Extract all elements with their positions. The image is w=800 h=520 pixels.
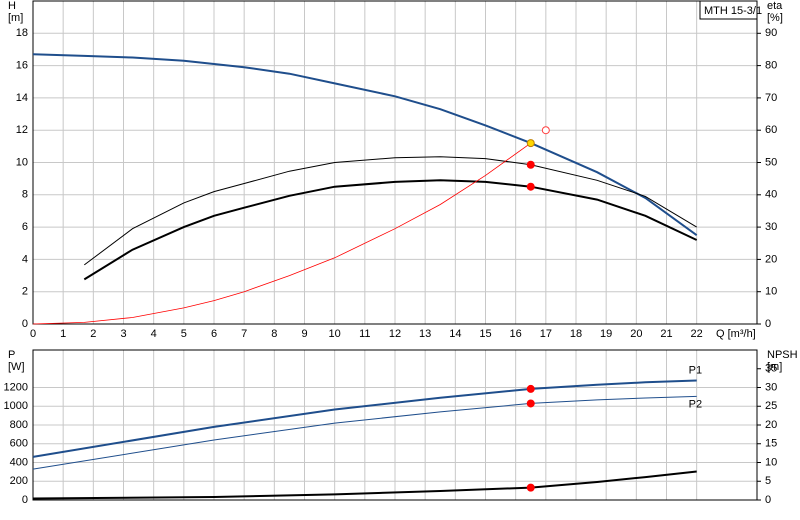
x-tick-label: 5 bbox=[181, 328, 187, 340]
y2-tick-label: 50 bbox=[765, 156, 777, 168]
y-tick-label: 4 bbox=[22, 253, 28, 265]
y-tick-label: 14 bbox=[16, 92, 28, 104]
y2-tick-label: 0 bbox=[765, 494, 771, 506]
marker bbox=[526, 399, 535, 408]
curve bbox=[32, 395, 697, 470]
y2-tick-label: 30 bbox=[765, 221, 777, 233]
x-tick-label: 16 bbox=[510, 328, 522, 340]
y-tick-label: 800 bbox=[10, 419, 28, 431]
y-tick-label: 400 bbox=[10, 456, 28, 468]
y-tick-label: 0 bbox=[22, 318, 28, 330]
legend-box bbox=[699, 0, 758, 20]
plot-frame bbox=[32, 0, 758, 325]
y2-tick-label: 60 bbox=[765, 124, 777, 136]
y-tick-label: 1200 bbox=[4, 381, 28, 393]
y2-axis-label: eta bbox=[767, 0, 783, 12]
x-tick-label: 10 bbox=[329, 328, 341, 340]
marker bbox=[526, 384, 535, 393]
y2-tick-label: 5 bbox=[765, 475, 771, 487]
x-tick-label: 1 bbox=[60, 328, 66, 340]
x-tick-label: 22 bbox=[691, 328, 703, 340]
y-axis-label: [m] bbox=[8, 12, 23, 24]
y2-axis-label: [m] bbox=[767, 361, 782, 373]
x-tick-label: 3 bbox=[120, 328, 126, 340]
x-tick-label: 17 bbox=[540, 328, 552, 340]
y2-tick-label: 25 bbox=[765, 400, 777, 412]
y-tick-label: 10 bbox=[16, 156, 28, 168]
x-tick-label: 12 bbox=[389, 328, 401, 340]
x-tick-label: 14 bbox=[449, 328, 461, 340]
y-tick-label: 0 bbox=[22, 494, 28, 506]
curve bbox=[32, 379, 697, 458]
series-label: P2 bbox=[689, 398, 702, 410]
y2-tick-label: 10 bbox=[765, 456, 777, 468]
y-axis-label: H bbox=[8, 0, 16, 12]
y-tick-label: 1000 bbox=[4, 400, 28, 412]
y-axis-label: P bbox=[8, 349, 15, 361]
y2-tick-label: 0 bbox=[765, 318, 771, 330]
y2-tick-label: 35 bbox=[765, 363, 777, 375]
x-tick-label: 2 bbox=[90, 328, 96, 340]
x-tick-label: 7 bbox=[241, 328, 247, 340]
y2-axis-label: NPSH bbox=[767, 349, 798, 361]
curve bbox=[32, 470, 697, 500]
marker bbox=[526, 182, 535, 191]
marker bbox=[541, 126, 550, 135]
x-tick-label: 6 bbox=[211, 328, 217, 340]
curve bbox=[83, 179, 698, 281]
y2-tick-label: 30 bbox=[765, 381, 777, 393]
x-tick-label: 13 bbox=[419, 328, 431, 340]
x-tick-label: 21 bbox=[660, 328, 672, 340]
x-tick-label: 15 bbox=[479, 328, 491, 340]
y-tick-label: 16 bbox=[16, 60, 28, 72]
x-tick-label: 0 bbox=[30, 328, 36, 340]
y-axis-label: [W] bbox=[8, 361, 25, 373]
y-tick-label: 200 bbox=[10, 475, 28, 487]
x-tick-label: 8 bbox=[271, 328, 277, 340]
x-tick-label: 11 bbox=[359, 328, 370, 340]
y-tick-label: 8 bbox=[22, 189, 28, 201]
x-axis-label: Q [m³/h] bbox=[716, 328, 756, 340]
y2-tick-label: 90 bbox=[765, 27, 777, 39]
y-tick-label: 18 bbox=[16, 27, 28, 39]
y2-tick-label: 20 bbox=[765, 253, 777, 265]
curve bbox=[32, 53, 698, 237]
curve bbox=[32, 142, 532, 325]
marker bbox=[526, 139, 535, 148]
y2-tick-label: 40 bbox=[765, 189, 777, 201]
y2-tick-label: 70 bbox=[765, 92, 777, 104]
x-tick-label: 9 bbox=[301, 328, 307, 340]
x-tick-label: 4 bbox=[151, 328, 157, 340]
y2-tick-label: 20 bbox=[765, 419, 777, 431]
legend-label: MTH 15-3/1 bbox=[704, 5, 762, 17]
curve bbox=[83, 156, 697, 266]
x-tick-label: 19 bbox=[600, 328, 612, 340]
plot-frame bbox=[32, 349, 758, 501]
y2-axis-label: [%] bbox=[767, 12, 783, 24]
y-tick-label: 6 bbox=[22, 221, 28, 233]
marker bbox=[526, 160, 535, 169]
x-tick-label: 20 bbox=[630, 328, 642, 340]
y-tick-label: 2 bbox=[22, 286, 28, 298]
marker bbox=[526, 483, 535, 492]
x-tick-label: 18 bbox=[570, 328, 582, 340]
y2-tick-label: 80 bbox=[765, 60, 777, 72]
y-tick-label: 12 bbox=[16, 124, 28, 136]
y-tick-label: 600 bbox=[10, 438, 28, 450]
y2-tick-label: 15 bbox=[765, 438, 777, 450]
series-label: P1 bbox=[689, 364, 702, 376]
y2-tick-label: 10 bbox=[765, 286, 777, 298]
